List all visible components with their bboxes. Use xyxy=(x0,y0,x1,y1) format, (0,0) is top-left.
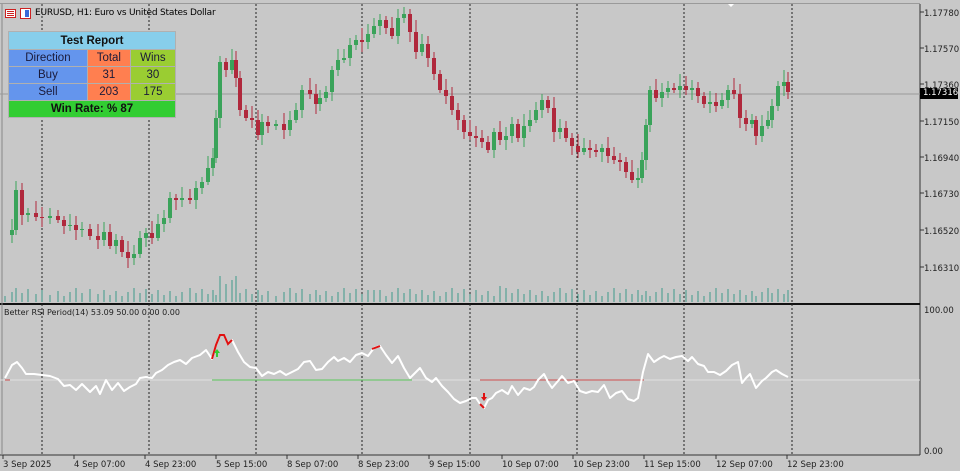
price-tick: 1.17780 xyxy=(924,9,960,19)
time-tick: 5 Sep 15:00 xyxy=(216,460,268,470)
rsi-axis-top: 100.00 xyxy=(924,306,954,316)
symbol-title: EURUSD, H1: Euro vs United States Dollar xyxy=(35,8,216,18)
price-tick: 1.16310 xyxy=(924,264,960,274)
header-total: Total xyxy=(86,49,131,67)
price-tick: 1.16520 xyxy=(924,227,960,237)
table-row: Buy 31 30 xyxy=(8,66,177,84)
chart-icon[interactable] xyxy=(20,7,31,19)
price-tick: 1.17150 xyxy=(924,118,960,128)
row-wins: 175 xyxy=(129,83,177,101)
time-tick: 8 Sep 07:00 xyxy=(287,460,339,470)
time-tick: 10 Sep 07:00 xyxy=(502,460,559,470)
header-direction: Direction xyxy=(8,49,88,67)
win-rate: Win Rate: % 87 xyxy=(8,100,176,118)
report-title: Test Report xyxy=(8,31,176,50)
time-tick: 8 Sep 23:00 xyxy=(358,460,410,470)
list-icon[interactable] xyxy=(5,8,16,18)
test-report-panel: Test Report Direction Total Wins Buy 31 … xyxy=(8,31,177,118)
table-row: Sell 203 175 xyxy=(8,83,177,101)
row-wins: 30 xyxy=(129,66,177,84)
header-wins: Wins xyxy=(129,49,177,67)
window-top xyxy=(0,0,960,3)
time-tick: 12 Sep 23:00 xyxy=(787,460,844,470)
chart-title-bar: EURUSD, H1: Euro vs United States Dollar xyxy=(5,6,216,20)
time-tick: 12 Sep 07:00 xyxy=(716,460,773,470)
sell-arrow-icon xyxy=(481,393,487,401)
row-direction: Sell xyxy=(8,83,88,101)
price-tick: 1.16730 xyxy=(924,190,960,200)
window-top-rule xyxy=(0,3,920,4)
time-tick: 10 Sep 23:00 xyxy=(573,460,630,470)
row-direction: Buy xyxy=(8,66,88,84)
price-tick: 1.16940 xyxy=(924,154,960,164)
current-price-tag: 1.17316 xyxy=(920,88,958,99)
time-tick: 4 Sep 07:00 xyxy=(74,460,126,470)
time-tick: 3 Sep 2025 xyxy=(3,460,52,470)
price-tick: 1.17360 xyxy=(924,81,960,91)
row-total: 31 xyxy=(86,66,131,84)
row-total: 203 xyxy=(86,83,131,101)
indicator-title: Better RSI Period(14) 53.09 50.00 0.00 0… xyxy=(4,308,180,317)
rsi-axis-bottom: 0.00 xyxy=(924,447,943,457)
time-tick: 9 Sep 15:00 xyxy=(429,460,481,470)
time-tick: 11 Sep 15:00 xyxy=(644,460,701,470)
buy-arrow-icon xyxy=(214,349,220,357)
time-tick: 4 Sep 23:00 xyxy=(145,460,197,470)
price-tick: 1.17570 xyxy=(924,45,960,55)
